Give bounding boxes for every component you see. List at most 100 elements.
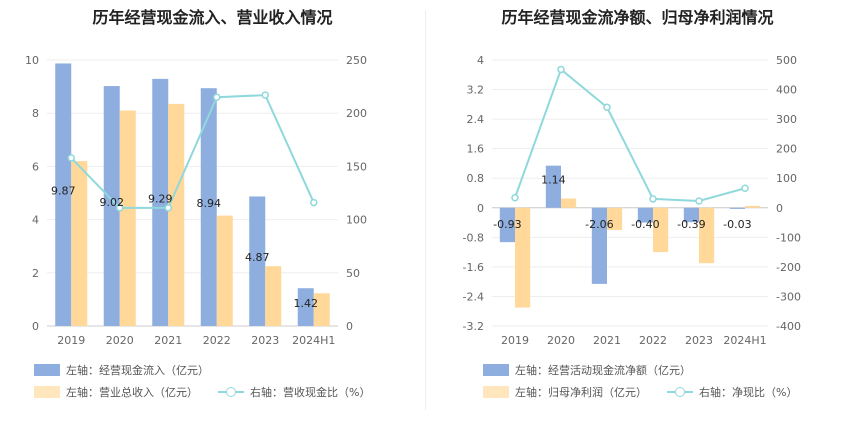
y-left-tick-label: 6 xyxy=(32,160,39,173)
line-point xyxy=(67,154,75,162)
bar-data-label: 1.14 xyxy=(541,174,566,187)
legend-swatch-line xyxy=(218,386,244,398)
bar-series-2 xyxy=(607,207,623,230)
bar-data-label: 8.94 xyxy=(196,197,221,210)
bar-series-1 xyxy=(729,207,745,209)
y-right-tick-label: -100 xyxy=(776,231,801,244)
left-chart-panel: 历年经营现金流入、营业收入情况 0 2 4 6 8 10 0 50 100 150 200 250 20… xyxy=(25,8,390,400)
x-tick-label: 2020 xyxy=(547,334,575,347)
bar-series-2 xyxy=(515,207,531,308)
x-tick-label: 2019 xyxy=(57,334,85,347)
bar-series-2 xyxy=(561,198,577,208)
line-point xyxy=(164,204,172,212)
legend-label: 右轴：净现比（%） xyxy=(699,386,798,399)
legend-swatch-line xyxy=(667,386,693,398)
legend-label: 左轴：营业总收入（亿元） xyxy=(66,386,198,399)
y-right-tick-label: 250 xyxy=(346,54,367,67)
bar-data-label: 9.02 xyxy=(99,196,124,209)
y-right-tick-label: -300 xyxy=(776,290,801,303)
y-right-tick-label: 50 xyxy=(346,267,360,280)
line-point xyxy=(695,197,703,205)
y-right-tick-label: 100 xyxy=(346,214,367,227)
bar-data-label: 9.87 xyxy=(51,185,76,198)
x-tick-label: 2023 xyxy=(685,334,713,347)
legend-item-net-profit[interactable]: 左轴：归母净利润（亿元） xyxy=(483,384,647,400)
y-left-tick-label: 10 xyxy=(25,54,39,67)
legend-label: 左轴：经营活动现金流净额（亿元） xyxy=(515,364,691,377)
legend-swatch-blue xyxy=(34,364,60,376)
y-left-tick-label: 1.6 xyxy=(467,143,485,156)
y-left-tick-label: 3.2 xyxy=(467,84,485,97)
y-left-tick-label: 2.4 xyxy=(467,113,485,126)
line-series xyxy=(514,67,746,202)
x-tick-label: 2023 xyxy=(251,334,279,347)
left-legend-row-2: 左轴：营业总收入（亿元） 右轴：营收现金比（%） xyxy=(34,384,390,400)
y-right-tick-label: 150 xyxy=(346,160,367,173)
line-point xyxy=(116,204,124,212)
bar-data-label: -0.39 xyxy=(677,218,705,231)
bar-series-2 xyxy=(119,110,136,326)
y-right-tick-label: 0 xyxy=(776,202,783,215)
left-legend-row-1: 左轴：经营现金流入（亿元） xyxy=(34,362,229,378)
legend-item-net-cash-ratio[interactable]: 右轴：净现比（%） xyxy=(667,384,797,400)
bar-series-2 xyxy=(745,205,761,208)
legend-swatch-blue xyxy=(483,364,509,376)
x-tick-label: 2021 xyxy=(593,334,621,347)
y-left-tick-label: 8 xyxy=(32,107,39,120)
y-left-tick-label: 2 xyxy=(32,267,39,280)
bar-series-1 xyxy=(591,207,607,284)
bar-series-1 xyxy=(297,288,314,326)
y-left-tick-label: 0 xyxy=(32,320,39,333)
legend-item-net-cashflow[interactable]: 左轴：经营活动现金流净额（亿元） xyxy=(483,362,691,378)
y-right-tick-label: 200 xyxy=(346,107,367,120)
y-left-tick-label: -3.2 xyxy=(463,320,484,333)
y-right-tick-label: 500 xyxy=(776,54,797,67)
bar-data-label: -0.93 xyxy=(493,218,521,231)
line-point xyxy=(557,65,565,74)
bar-series-1 xyxy=(55,63,72,326)
y-right-tick-label: 400 xyxy=(776,84,797,97)
y-left-tick-label: -2.4 xyxy=(463,290,484,303)
y-left-tick-label: 0 xyxy=(477,202,484,215)
legend-item-ratio[interactable]: 右轴：营收现金比（%） xyxy=(218,384,370,400)
left-chart-title: 历年经营现金流入、营业收入情况 xyxy=(92,8,333,27)
bar-series-2 xyxy=(216,215,233,326)
x-tick-label: 2022 xyxy=(639,334,667,347)
bar-series-2 xyxy=(71,161,88,326)
bar-data-label: 1.42 xyxy=(293,297,318,310)
bar-series-1 xyxy=(637,207,653,223)
panel-divider xyxy=(425,10,426,410)
bar-series-2 xyxy=(168,103,185,326)
y-left-tick-label: -0.8 xyxy=(463,231,484,244)
y-left-tick-label: 4 xyxy=(477,54,484,67)
bar-series-2 xyxy=(313,293,330,326)
bar-series-1 xyxy=(249,196,266,326)
line-series xyxy=(70,94,315,209)
right-chart-panel: 历年经营现金流净额、归母净利润情况 -3.2 -2.4 -1.6 -0.8 0 0.8 1.… xyxy=(425,0,850,437)
bar-series-1 xyxy=(103,86,120,327)
y-right-tick-label: 100 xyxy=(776,172,797,185)
bar-series-1 xyxy=(499,207,515,243)
line-point xyxy=(213,93,221,101)
x-tick-label: 2024H1 xyxy=(723,334,766,347)
right-legend-row-1: 左轴：经营活动现金流净额（亿元） xyxy=(483,362,711,378)
bar-series-2 xyxy=(265,266,282,326)
y-left-tick-label: 4 xyxy=(32,214,39,227)
bar-data-label: -0.40 xyxy=(631,218,659,231)
legend-swatch-orange xyxy=(34,386,60,398)
legend-item-revenue[interactable]: 左轴：营业总收入（亿元） xyxy=(34,384,198,400)
x-tick-label: 2021 xyxy=(154,334,182,347)
legend-item-cash-inflow[interactable]: 左轴：经营现金流入（亿元） xyxy=(34,362,209,378)
y-right-tick-label: 300 xyxy=(776,113,797,126)
bar-series-2 xyxy=(699,207,715,264)
y-right-tick-label: -200 xyxy=(776,261,801,274)
legend-label: 左轴：经营现金流入（亿元） xyxy=(66,364,209,377)
bar-series-1 xyxy=(545,165,561,208)
y-left-tick-label: 0.8 xyxy=(467,172,485,185)
y-right-tick-label: 200 xyxy=(776,143,797,156)
x-tick-label: 2024H1 xyxy=(292,334,335,347)
legend-label: 右轴：营收现金比（%） xyxy=(250,386,371,399)
x-tick-label: 2019 xyxy=(501,334,529,347)
y-right-tick-label: 0 xyxy=(346,320,353,333)
